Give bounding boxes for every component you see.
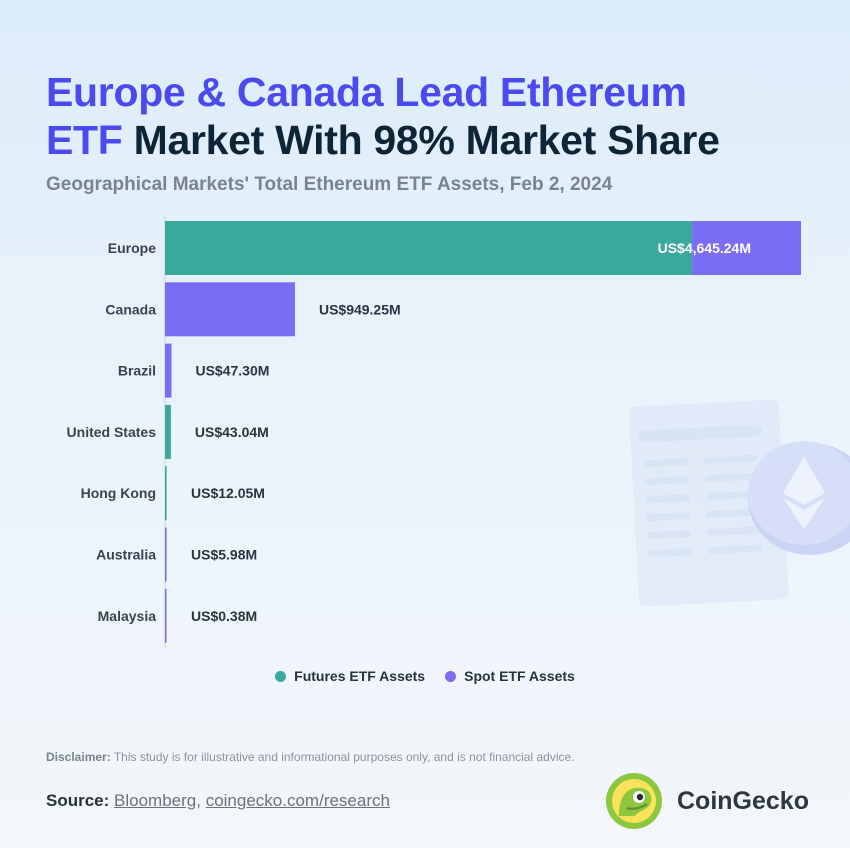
title-part-1: Europe & Canada Lead Ethereum xyxy=(46,69,687,115)
source-label: Source: xyxy=(46,791,110,810)
category-label-united-states: United States xyxy=(67,424,157,440)
bar-brazil-spot xyxy=(165,343,172,398)
spot-legend-dot-icon xyxy=(445,670,457,682)
legend-label-futures: Futures ETF Assets xyxy=(294,668,426,684)
value-labels: US$4,645.24M US$949.25M US$47.30M US$43.04M… xyxy=(191,240,751,624)
legend-item-futures: Futures ETF Assets xyxy=(275,668,425,684)
ethereum-coin-icon xyxy=(629,399,850,607)
legend-item-spot: Spot ETF Assets xyxy=(445,668,575,684)
chart-legend: Futures ETF Assets Spot ETF Assets xyxy=(0,668,850,684)
category-label-europe: Europe xyxy=(108,240,156,256)
bar-europe-spot xyxy=(692,221,801,275)
source-line: Source: Bloomberg, coingecko.com/researc… xyxy=(46,791,390,811)
value-label-canada: US$949.25M xyxy=(319,301,401,317)
bars-group xyxy=(165,221,801,643)
futures-legend-dot-icon xyxy=(275,670,287,682)
bar-hong-kong-futures xyxy=(165,466,167,521)
title-part-2: ETF xyxy=(46,117,123,163)
disclaimer-text: This study is for illustrative and infor… xyxy=(110,750,575,764)
title-part-3: Market With 98% Market Share xyxy=(133,117,720,163)
source-separator: , xyxy=(196,791,206,810)
y-axis-labels: Europe Canada Brazil United States Hong Kong… xyxy=(67,240,157,624)
bar-united-states-futures xyxy=(165,404,171,459)
value-label-brazil: US$47.30M xyxy=(195,363,269,379)
brand-block: CoinGecko xyxy=(605,772,809,830)
bar-australia-spot xyxy=(165,527,167,582)
value-label-hong-kong: US$12.05M xyxy=(191,485,265,501)
legend-label-spot: Spot ETF Assets xyxy=(464,668,575,684)
chart-subtitle: Geographical Markets' Total Ethereum ETF… xyxy=(46,174,613,195)
category-label-hong-kong: Hong Kong xyxy=(81,485,156,501)
bar-canada-spot xyxy=(165,282,295,337)
value-label-europe: US$4,645.24M xyxy=(658,240,751,256)
source-link-coingecko[interactable]: coingecko.com/research xyxy=(205,791,390,810)
category-label-brazil: Brazil xyxy=(118,363,156,379)
gecko-logo-icon xyxy=(606,773,662,829)
chart-title: Europe & Canada Lead Ethereum ETF Market … xyxy=(46,68,826,164)
category-label-canada: Canada xyxy=(105,301,156,317)
disclaimer: Disclaimer: This study is for illustrati… xyxy=(46,750,575,764)
bar-chart: Europe Canada Brazil United States Hong Kong… xyxy=(67,215,801,649)
value-label-united-states: US$43.04M xyxy=(195,424,269,440)
disclaimer-label: Disclaimer: xyxy=(46,750,111,764)
source-link-bloomberg[interactable]: Bloomberg xyxy=(114,791,197,810)
value-label-australia: US$5.98M xyxy=(191,547,257,563)
bar-malaysia-spot xyxy=(165,588,167,643)
value-label-malaysia: US$0.38M xyxy=(191,608,257,624)
bar-europe-futures xyxy=(165,221,693,275)
brand-name: CoinGecko xyxy=(677,786,809,815)
category-label-australia: Australia xyxy=(96,547,156,563)
category-label-malaysia: Malaysia xyxy=(98,608,157,624)
